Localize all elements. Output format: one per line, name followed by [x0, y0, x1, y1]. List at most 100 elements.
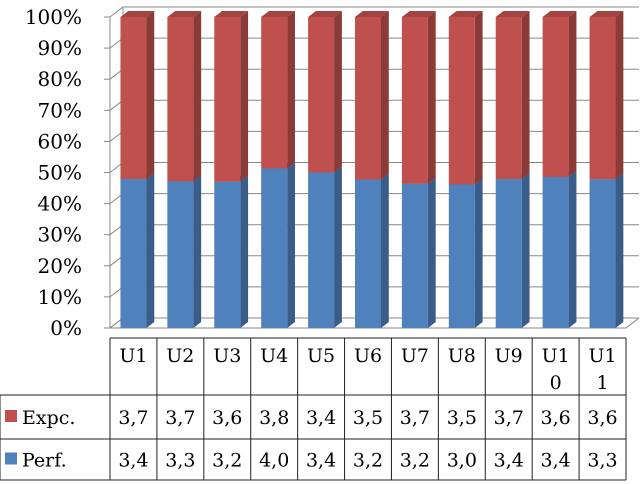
- data-label: 3,8: [259, 407, 289, 429]
- y-tick-label: 70%: [38, 98, 82, 122]
- bar-top: [120, 11, 155, 17]
- bar-side: [146, 11, 155, 180]
- y-tick-label: 10%: [38, 285, 82, 309]
- bar-top: [308, 11, 342, 17]
- bar-top: [542, 11, 577, 17]
- x-category-label: U1: [119, 345, 147, 367]
- y-tick-label: 100%: [25, 5, 82, 29]
- bar-segment-U10-Expc.: [542, 11, 577, 177]
- bar-front: [355, 179, 381, 328]
- y-tick-label: 30%: [38, 223, 82, 247]
- x-category-label: U1: [542, 345, 570, 367]
- y-tick-label: 90%: [38, 36, 82, 60]
- bar-side: [334, 11, 342, 173]
- x-category-label: U1: [588, 345, 616, 367]
- bar-segment-U8-Perf.: [448, 178, 483, 328]
- bar-segment-U9-Perf.: [495, 173, 530, 328]
- bar-segment-U11-Expc.: [589, 11, 624, 180]
- y-tick-label: 80%: [38, 67, 82, 91]
- bar-top: [495, 11, 530, 17]
- x-category-label: U5: [307, 345, 335, 367]
- x-category-label: 0: [550, 372, 562, 394]
- x-category-label: U9: [495, 345, 523, 367]
- bar-side: [381, 11, 389, 180]
- bar-segment-U8-Expc.: [448, 11, 483, 185]
- bar-front: [495, 17, 522, 180]
- y-tick-label: 40%: [38, 192, 82, 216]
- bar-top: [261, 11, 295, 17]
- bar-side: [568, 170, 577, 328]
- bar-front: [308, 17, 335, 173]
- bar-front: [495, 179, 522, 328]
- bar-segment-U3-Perf.: [214, 175, 249, 328]
- bar-side: [474, 178, 483, 328]
- x-category-label: U3: [213, 345, 241, 367]
- bar-side: [287, 11, 295, 169]
- bar-front: [401, 183, 428, 328]
- x-category-label: U4: [260, 345, 288, 367]
- x-category-label: 1: [596, 372, 608, 394]
- bar-side: [381, 173, 389, 328]
- data-label: 3,3: [587, 450, 617, 472]
- bar-front: [120, 179, 147, 328]
- legend-swatch: [5, 410, 17, 422]
- bar-segment-U5-Perf.: [308, 166, 342, 328]
- bar-front: [589, 179, 616, 328]
- bar-segment-U6-Perf.: [355, 173, 389, 328]
- bar-side: [615, 173, 624, 328]
- bar-segment-U5-Expc.: [308, 11, 342, 173]
- bar-front: [589, 17, 616, 180]
- bar-side: [427, 11, 436, 184]
- bar-front: [448, 17, 475, 185]
- data-label: 3,3: [165, 450, 195, 472]
- bar-side: [240, 11, 249, 182]
- bar-front: [167, 181, 194, 328]
- bar-front: [542, 176, 569, 328]
- x-category-label: U6: [354, 345, 382, 367]
- bar-side: [193, 175, 202, 328]
- bar-side: [146, 173, 155, 328]
- x-category-label: U7: [401, 345, 429, 367]
- data-label: 3,4: [494, 450, 524, 472]
- data-label: 3,4: [306, 407, 336, 429]
- bar-segment-U7-Perf.: [401, 177, 436, 328]
- bar-segment-U4-Perf.: [261, 162, 295, 328]
- bar-top: [448, 11, 483, 17]
- x-category-label: U2: [166, 345, 194, 367]
- bar-top: [355, 11, 389, 17]
- bar-segment-U2-Perf.: [167, 175, 202, 328]
- data-label: 3,0: [447, 450, 477, 472]
- data-label: 3,6: [212, 407, 242, 429]
- data-label: 3,2: [353, 450, 383, 472]
- bar-top: [167, 11, 202, 17]
- legend-label: Perf.: [22, 450, 67, 472]
- legend-swatch: [5, 452, 17, 465]
- bar-side: [193, 11, 202, 182]
- bar-front: [214, 181, 241, 328]
- data-label: 3,6: [587, 407, 617, 429]
- legend-label: Expc.: [22, 407, 75, 429]
- bar-side: [521, 173, 530, 328]
- x-category-label: U8: [448, 345, 476, 367]
- data-label: 3,5: [353, 407, 383, 429]
- bar-front: [261, 17, 288, 169]
- bar-segment-U9-Expc.: [495, 11, 530, 180]
- data-label: 3,2: [212, 450, 242, 472]
- bar-front: [308, 172, 335, 328]
- bar-top: [214, 11, 249, 17]
- bar-top: [401, 11, 436, 17]
- bar-segment-U7-Expc.: [401, 11, 436, 184]
- gridline: [109, 6, 639, 18]
- bar-front: [401, 17, 428, 184]
- data-label: 3,4: [306, 450, 336, 472]
- data-label: 3,4: [541, 450, 571, 472]
- y-tick-label: 60%: [38, 129, 82, 153]
- data-label: 3,4: [118, 450, 148, 472]
- bar-front: [214, 17, 241, 182]
- bar-side: [427, 177, 436, 328]
- bar-side: [521, 11, 530, 180]
- bar-side: [568, 11, 577, 177]
- bar-front: [355, 17, 381, 180]
- data-label: 3,7: [118, 407, 148, 429]
- bar-side: [287, 162, 295, 328]
